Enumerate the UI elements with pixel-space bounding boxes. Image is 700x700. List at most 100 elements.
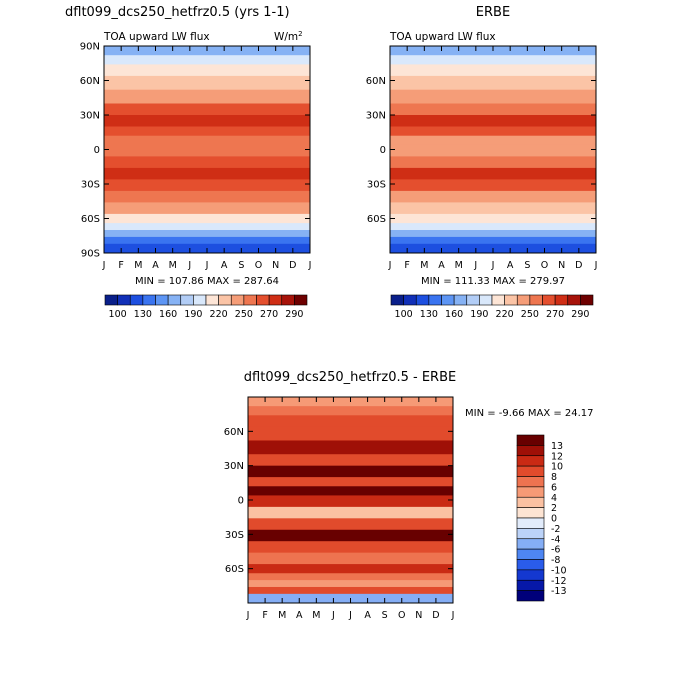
band-2-9 <box>390 144 596 157</box>
y-tick-label: 60S <box>225 564 244 575</box>
band-2-15 <box>390 213 596 224</box>
x-tick-label: J <box>187 260 191 271</box>
colorbar-label: 10 <box>551 462 563 473</box>
colorbar-label: 8 <box>551 472 557 483</box>
colorbar-label: 6 <box>551 482 557 493</box>
panel-obs-plot <box>390 46 596 253</box>
colorbar-box <box>180 294 194 306</box>
band-1-10 <box>104 156 310 169</box>
colorbar-box <box>516 434 545 446</box>
band-1-5 <box>104 103 310 116</box>
panel-diff-y-ticks: 60N 30N 0 30S 60S <box>224 427 453 575</box>
band-3-13 <box>248 541 453 554</box>
band-1-3 <box>104 75 310 91</box>
colorbar-box <box>155 294 169 306</box>
band-2-3 <box>390 75 596 91</box>
y-tick-label: 30N <box>80 111 100 122</box>
band-3-16 <box>248 573 453 581</box>
colorbar-box <box>516 548 545 560</box>
x-tick-label: O <box>398 610 405 621</box>
panel-obs-field-label: TOA upward LW flux <box>389 31 496 43</box>
band-2-6 <box>390 115 596 128</box>
y-tick-label: 90N <box>80 42 100 53</box>
panel-model-units-sup: 2 <box>298 30 302 38</box>
colorbar-box <box>256 294 270 306</box>
band-3-18 <box>248 586 453 595</box>
x-tick-label: N <box>558 260 565 271</box>
panel-obs-y-ticks: 60N 30N 0 30S 60S <box>366 76 596 225</box>
x-tick-label: J <box>473 260 477 271</box>
colorbar-box <box>117 294 131 306</box>
colorbar-box <box>193 294 207 306</box>
x-tick-label: F <box>118 260 123 271</box>
panel-model-plot <box>104 46 310 253</box>
x-tick-label: A <box>438 260 445 271</box>
colorbar-label: 0 <box>551 514 557 525</box>
y-tick-label: 30S <box>81 180 100 191</box>
band-3-6 <box>248 465 453 478</box>
x-tick-label: F <box>404 260 409 271</box>
colorbar-label: 100 <box>109 309 127 320</box>
x-tick-label: N <box>272 260 279 271</box>
colorbar-box <box>415 294 430 306</box>
colorbar-label: -2 <box>551 524 560 535</box>
band-3-2 <box>248 415 453 428</box>
band-2-12 <box>390 179 596 192</box>
colorbar-label: -4 <box>551 534 560 545</box>
colorbar-box <box>230 294 245 306</box>
x-tick-label: D <box>575 260 582 271</box>
y-tick-label: 90S <box>81 249 100 260</box>
colorbar-box <box>243 294 257 306</box>
band-2-4 <box>390 89 596 105</box>
band-3-7 <box>248 477 453 487</box>
colorbar-label: 290 <box>571 309 589 320</box>
colorbar-box <box>516 528 545 540</box>
band-3-9 <box>248 495 453 508</box>
x-tick-label: J <box>308 260 312 271</box>
band-2-18 <box>390 236 596 245</box>
colorbar-box <box>516 579 545 591</box>
colorbar-box <box>491 294 505 306</box>
panel-diff-title: dflt099_dcs250_hetfrz0.5 - ERBE <box>244 370 456 385</box>
band-3-15 <box>248 564 453 574</box>
colorbar-box <box>441 294 455 306</box>
x-tick-label: S <box>524 260 530 271</box>
panel-model-colorbar: 100 130 160 190 220 250 270 290 <box>104 294 308 320</box>
colorbar-box <box>516 455 545 467</box>
colorbar-label: 220 <box>210 309 228 320</box>
band-2-7 <box>390 126 596 137</box>
colorbar-box <box>466 294 480 306</box>
panel-model: dflt099_dcs250_hetfrz0.5 (yrs 1-1) TOA u… <box>65 5 311 320</box>
y-tick-label: 60N <box>224 427 244 438</box>
colorbar-box <box>479 294 493 306</box>
band-2-8 <box>390 135 596 146</box>
y-tick-label: 60N <box>366 76 386 87</box>
panel-diff-plot <box>248 397 453 603</box>
x-tick-label: A <box>152 260 159 271</box>
y-tick-label: 60S <box>367 214 386 225</box>
band-1-4 <box>104 89 310 105</box>
colorbar-box <box>516 476 545 488</box>
x-tick-label: A <box>507 260 514 271</box>
band-1-9 <box>104 144 310 157</box>
colorbar-box <box>453 294 468 306</box>
x-tick-label: M <box>169 260 177 271</box>
band-1-1 <box>104 55 310 65</box>
colorbar-label: 130 <box>420 309 438 320</box>
x-tick-label: J <box>102 260 106 271</box>
band-3-12 <box>248 529 453 542</box>
band-1-2 <box>104 64 310 77</box>
colorbar-box <box>554 294 569 306</box>
colorbar-label: 4 <box>551 493 557 504</box>
x-tick-label: A <box>221 260 228 271</box>
band-2-10 <box>390 156 596 169</box>
colorbar-label: 250 <box>235 309 253 320</box>
colorbar-label: 270 <box>546 309 564 320</box>
band-1-14 <box>104 202 310 215</box>
x-tick-label: A <box>296 610 303 621</box>
band-3-11 <box>248 518 453 531</box>
x-tick-label: M <box>420 260 428 271</box>
y-tick-label: 0 <box>94 145 100 156</box>
panel-obs-title: ERBE <box>476 5 510 20</box>
